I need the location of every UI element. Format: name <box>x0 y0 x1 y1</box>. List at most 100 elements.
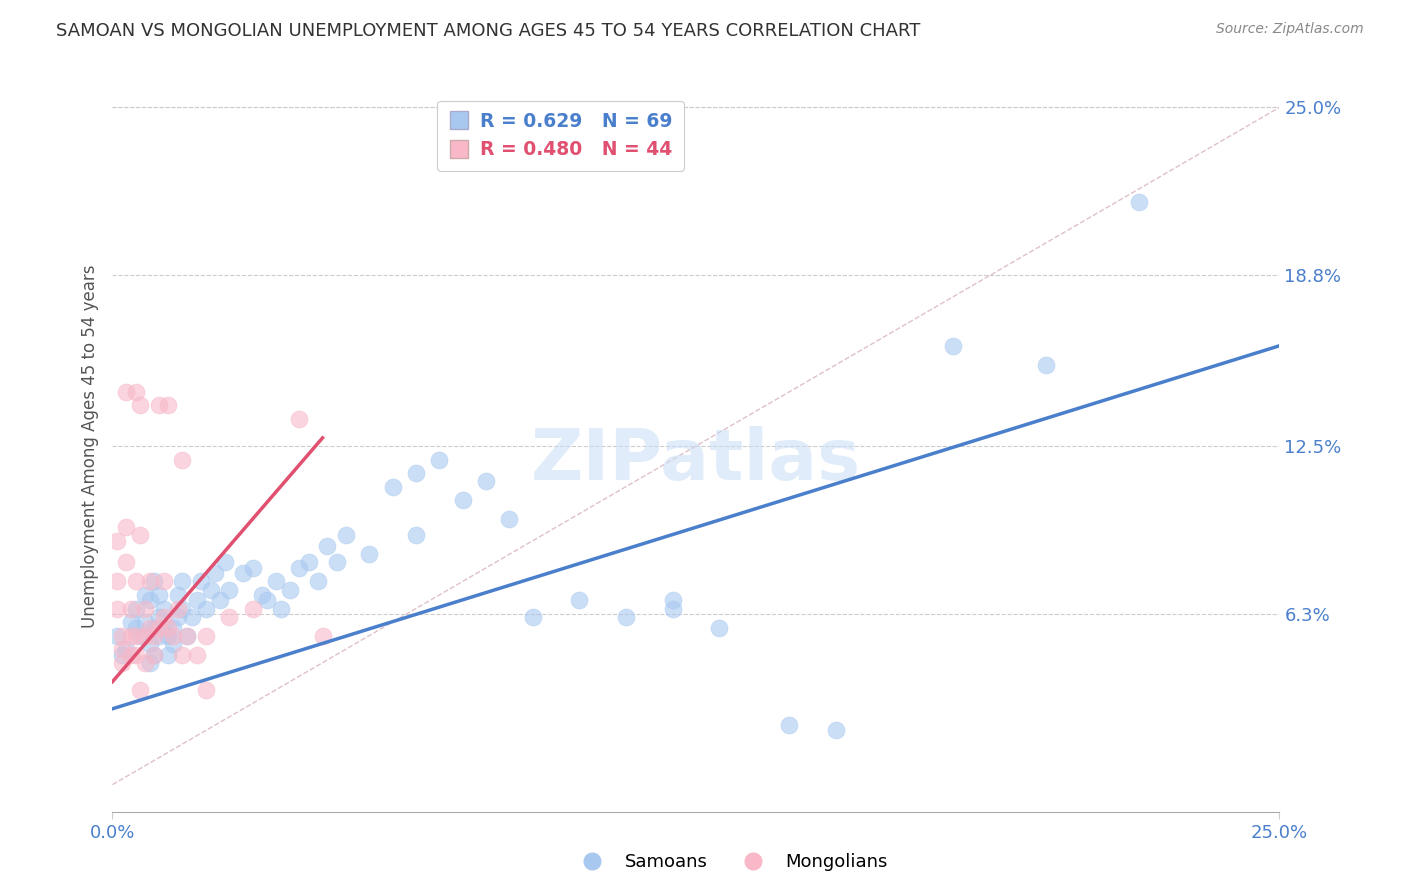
Point <box>278 582 301 597</box>
Point <box>125 620 148 634</box>
Point <box>232 566 254 581</box>
Point <box>709 620 731 634</box>
Text: ZIPatlas: ZIPatlas <box>531 426 860 495</box>
Point <box>405 466 427 480</box>
Point <box>125 629 148 643</box>
Point <box>568 593 591 607</box>
Point <box>120 629 142 643</box>
Point <box>172 648 194 662</box>
Point <box>381 480 404 494</box>
Point <box>111 648 134 662</box>
Point <box>134 629 156 643</box>
Point <box>115 384 138 399</box>
Point <box>614 609 637 624</box>
Point <box>661 593 683 607</box>
Point <box>204 566 226 581</box>
Point <box>125 574 148 589</box>
Point <box>405 528 427 542</box>
Point <box>214 556 236 570</box>
Point <box>120 648 142 662</box>
Point <box>105 629 128 643</box>
Point <box>194 682 217 697</box>
Point <box>143 574 166 589</box>
Text: Source: ZipAtlas.com: Source: ZipAtlas.com <box>1216 22 1364 37</box>
Point <box>157 620 180 634</box>
Point <box>157 629 180 643</box>
Point <box>307 574 329 589</box>
Point <box>139 656 162 670</box>
Point <box>172 601 194 615</box>
Point <box>288 412 311 426</box>
Point <box>129 528 152 542</box>
Point <box>143 648 166 662</box>
Point <box>242 561 264 575</box>
Point <box>335 528 357 542</box>
Point <box>153 609 176 624</box>
Point <box>200 582 222 597</box>
Point <box>498 512 520 526</box>
Point <box>256 593 278 607</box>
Point <box>153 601 176 615</box>
Point <box>176 629 198 643</box>
Point <box>176 629 198 643</box>
Point <box>134 615 156 629</box>
Point <box>194 601 217 615</box>
Point <box>427 452 450 467</box>
Point <box>157 648 180 662</box>
Point <box>316 539 339 553</box>
Point <box>288 561 311 575</box>
Point <box>522 609 544 624</box>
Point <box>134 588 156 602</box>
Point <box>143 629 166 643</box>
Point <box>297 556 319 570</box>
Point <box>153 620 176 634</box>
Point <box>111 642 134 657</box>
Point <box>105 574 128 589</box>
Point <box>186 648 208 662</box>
Point <box>125 601 148 615</box>
Point <box>120 601 142 615</box>
Point <box>129 398 152 412</box>
Point <box>325 556 347 570</box>
Point <box>359 547 381 561</box>
Point <box>475 474 498 488</box>
Point <box>139 637 162 651</box>
Point <box>139 593 162 607</box>
Point <box>190 574 212 589</box>
Point <box>148 629 170 643</box>
Point <box>139 574 162 589</box>
Point <box>111 656 134 670</box>
Point <box>172 452 194 467</box>
Point <box>111 629 134 643</box>
Point <box>166 601 188 615</box>
Point <box>115 520 138 534</box>
Point <box>270 601 292 615</box>
Point <box>166 609 188 624</box>
Point <box>180 609 202 624</box>
Legend: Samoans, Mongolians: Samoans, Mongolians <box>567 847 896 879</box>
Point <box>162 620 184 634</box>
Point <box>186 593 208 607</box>
Point <box>242 601 264 615</box>
Point <box>162 637 184 651</box>
Point <box>148 620 170 634</box>
Point <box>264 574 287 589</box>
Point <box>139 620 162 634</box>
Legend: R = 0.629   N = 69, R = 0.480   N = 44: R = 0.629 N = 69, R = 0.480 N = 44 <box>437 101 683 170</box>
Point <box>143 620 166 634</box>
Point <box>115 556 138 570</box>
Point <box>250 588 273 602</box>
Point <box>218 609 240 624</box>
Text: SAMOAN VS MONGOLIAN UNEMPLOYMENT AMONG AGES 45 TO 54 YEARS CORRELATION CHART: SAMOAN VS MONGOLIAN UNEMPLOYMENT AMONG A… <box>56 22 921 40</box>
Point <box>194 629 217 643</box>
Point <box>125 384 148 399</box>
Point <box>134 656 156 670</box>
Y-axis label: Unemployment Among Ages 45 to 54 years: Unemployment Among Ages 45 to 54 years <box>80 264 98 628</box>
Point <box>105 601 128 615</box>
Point <box>120 615 142 629</box>
Point <box>148 609 170 624</box>
Point <box>166 588 188 602</box>
Point <box>134 601 156 615</box>
Point <box>778 718 800 732</box>
Point <box>1035 358 1057 372</box>
